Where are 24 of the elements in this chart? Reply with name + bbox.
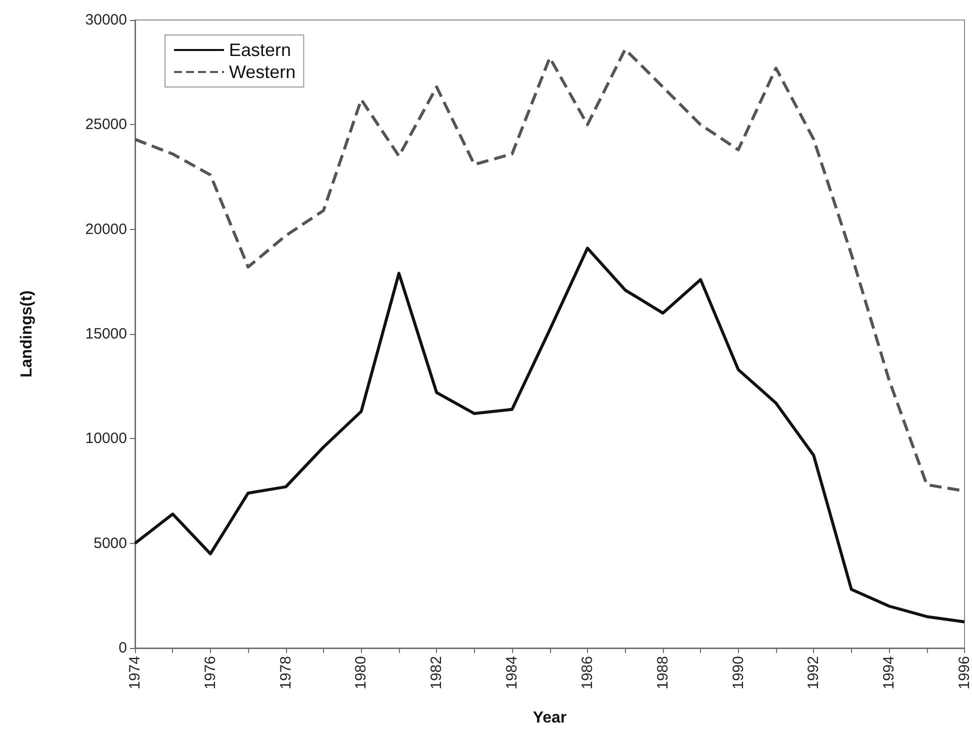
x-tick-label: 1976 — [202, 656, 219, 690]
y-tick-label: 5000 — [94, 534, 127, 552]
x-axis-title: Year — [532, 710, 567, 726]
x-tick-label: 1996 — [956, 656, 972, 690]
y-tick-label: 0 — [118, 640, 127, 656]
y-tick-label: 30000 — [85, 12, 127, 28]
legend-label: Eastern — [229, 40, 292, 60]
y-tick-label: 10000 — [85, 430, 127, 448]
x-tick-label: 1982 — [428, 656, 446, 690]
y-axis-title: Landings(t) — [18, 290, 36, 378]
x-tick-label: 1980 — [352, 656, 370, 690]
y-tick-label: 15000 — [85, 326, 127, 342]
x-tick-label: 1984 — [504, 656, 521, 690]
x-tick-label: 1974 — [126, 656, 144, 690]
line-series — [134, 246, 966, 624]
x-tick-label: 1990 — [730, 656, 747, 690]
y-tick-label: 25000 — [85, 116, 127, 134]
x-tick-label: 1992 — [805, 656, 822, 690]
x-tick-label: 1986 — [578, 656, 596, 690]
x-tick-label: 1978 — [277, 656, 294, 690]
y-tick-label: 20000 — [85, 220, 127, 238]
x-tick-label: 1988 — [654, 656, 672, 690]
x-tick-label: 1994 — [880, 656, 898, 690]
legend-label: Western — [229, 62, 296, 82]
